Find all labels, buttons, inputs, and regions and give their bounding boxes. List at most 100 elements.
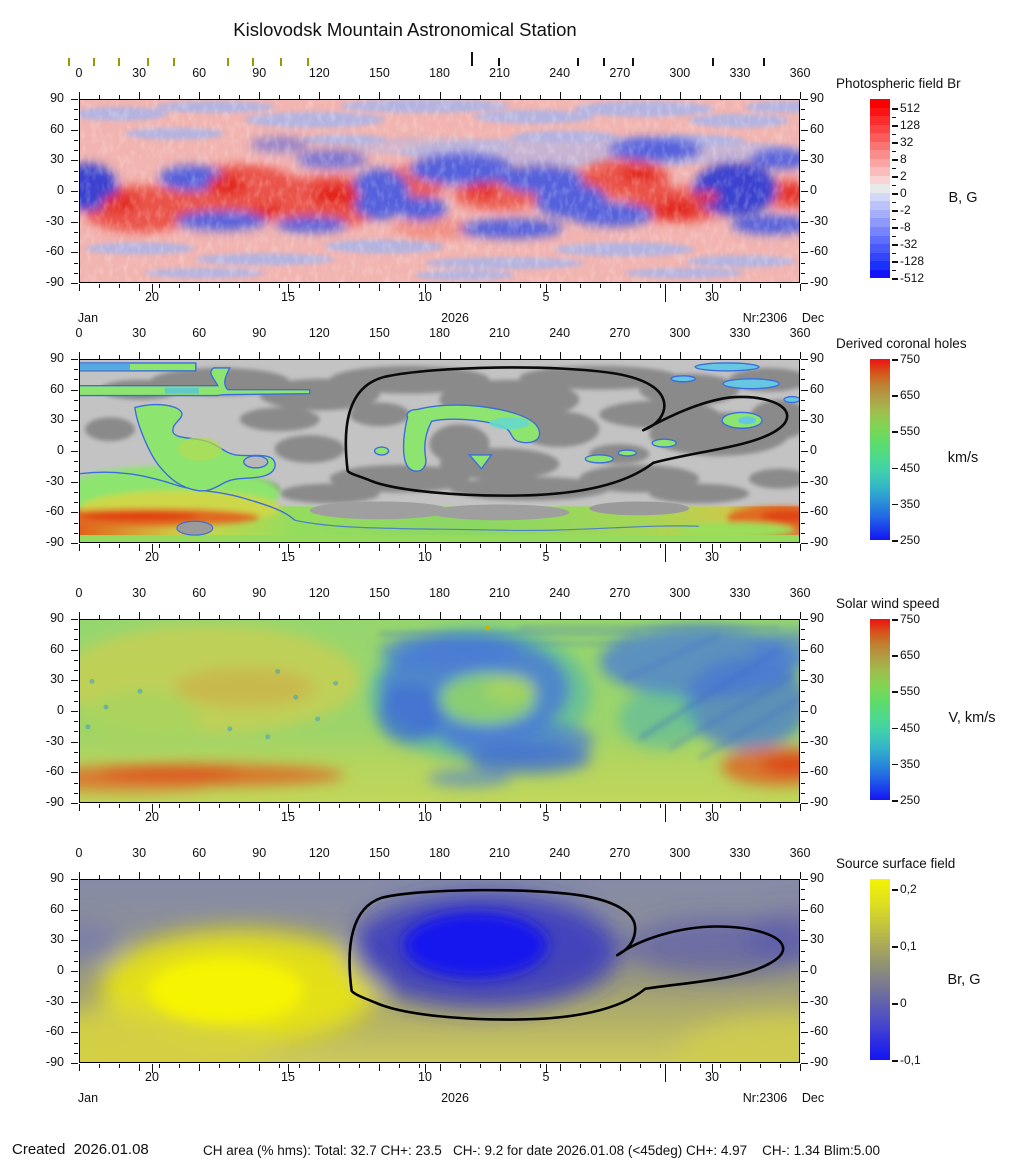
- lat-label: 0: [57, 443, 64, 457]
- lon-tick: [759, 544, 761, 548]
- panel-source-surface-field: [79, 879, 800, 1063]
- lat-tick: [74, 1052, 78, 1054]
- colorbar-label: 0,2: [900, 882, 917, 896]
- coronal-hole-boundary-contour: [344, 366, 789, 497]
- lon-tick: [599, 95, 601, 99]
- colorbar-title-wind-speed: Solar wind speed: [836, 596, 940, 611]
- lat-label: 90: [810, 91, 824, 105]
- lat-tick: [801, 1001, 808, 1003]
- lon-tick: [239, 544, 241, 548]
- lon-label: 330: [729, 326, 751, 340]
- lon-tick: [179, 875, 181, 879]
- lon-tick: [599, 284, 601, 288]
- lon-tick: [559, 1064, 561, 1071]
- lat-tick: [801, 639, 805, 641]
- lat-label: -90: [45, 1055, 64, 1069]
- month-jan-bottom: Jan: [77, 1091, 99, 1105]
- lon-label: 30: [132, 846, 147, 860]
- lat-tick: [71, 191, 78, 192]
- colorbar-tick: [892, 800, 898, 802]
- lon-tick: [519, 284, 521, 288]
- colorbar-label: -512: [900, 271, 925, 285]
- lat-label: 30: [810, 672, 824, 687]
- lon-tick: [800, 872, 801, 879]
- lon-tick: [119, 544, 121, 548]
- lon-tick: [459, 95, 461, 99]
- lon-tick: [559, 284, 561, 291]
- lon-label: 360: [789, 66, 811, 80]
- lat-tick: [71, 283, 78, 284]
- lat-tick: [74, 170, 78, 172]
- lat-tick: [801, 879, 808, 880]
- colorbar-tick: [892, 261, 898, 263]
- lat-tick: [74, 639, 78, 641]
- lon-tick: [439, 544, 441, 551]
- lon-tick: [379, 612, 381, 619]
- lat-tick: [801, 950, 805, 952]
- lon-label: 120: [308, 326, 330, 340]
- lon-tick: [419, 95, 421, 99]
- lon-tick: [159, 544, 161, 548]
- date-label: 5: [542, 1070, 550, 1084]
- lat-tick: [801, 170, 805, 172]
- colorbar-minor-tick: [892, 116, 896, 118]
- lat-tick: [74, 399, 78, 401]
- lon-tick: [339, 284, 341, 288]
- lon-tick: [319, 352, 321, 359]
- colorbar-minor-tick: [892, 269, 896, 271]
- lon-tick: [759, 284, 761, 288]
- lon-tick: [119, 95, 121, 99]
- lon-tick: [399, 1064, 401, 1068]
- lon-tick: [779, 804, 781, 808]
- lon-tick: [319, 872, 321, 879]
- lon-label: 300: [669, 586, 691, 600]
- lon-tick: [739, 284, 741, 291]
- lat-tick: [801, 659, 805, 661]
- lon-tick: [519, 1064, 521, 1068]
- date-tick: [425, 284, 426, 293]
- colorbar-tick: [892, 619, 898, 621]
- lat-tick: [801, 420, 808, 422]
- lon-tick: [379, 352, 381, 359]
- date-label: 20: [145, 550, 159, 564]
- lat-tick: [71, 129, 78, 131]
- lon-tick: [459, 1064, 461, 1068]
- lon-tick: [499, 1064, 501, 1071]
- lon-tick: [159, 1064, 161, 1068]
- colorbar-label: -128: [900, 254, 925, 268]
- lat-label: 90: [50, 351, 64, 365]
- lon-label: 180: [429, 846, 450, 860]
- lat-tick: [74, 430, 78, 432]
- lat-label: -60: [45, 1024, 64, 1039]
- lon-tick: [659, 615, 661, 619]
- lon-tick: [539, 875, 541, 879]
- date-label: 30: [705, 290, 719, 304]
- lon-tick: [699, 1064, 701, 1068]
- lon-tick: [359, 804, 361, 808]
- lon-tick: [379, 872, 381, 879]
- lon-tick: [479, 544, 481, 548]
- lon-tick: [79, 352, 80, 359]
- lon-tick: [699, 284, 701, 288]
- lon-tick: [479, 284, 481, 288]
- lat-label: -60: [45, 504, 64, 519]
- date-tick: [152, 284, 153, 293]
- lon-tick: [619, 804, 621, 811]
- lon-tick: [599, 804, 601, 808]
- lon-tick: [379, 804, 381, 811]
- lon-tick: [619, 92, 621, 99]
- lon-tick: [679, 352, 681, 359]
- lat-tick: [801, 211, 805, 213]
- newyear-tick: [665, 804, 666, 822]
- lon-tick: [359, 544, 361, 548]
- date-label: 30: [705, 1070, 719, 1084]
- lat-tick: [801, 991, 805, 993]
- lat-tick: [74, 379, 78, 381]
- colorbar-tick: [892, 1060, 898, 1062]
- lat-tick: [801, 369, 805, 371]
- activity-marker-tick: [498, 58, 500, 66]
- unit-label-v-km-s: V, km/s: [948, 710, 996, 726]
- lat-tick: [74, 211, 78, 213]
- lat-tick: [801, 522, 805, 524]
- colorbar-label: 350: [900, 496, 921, 511]
